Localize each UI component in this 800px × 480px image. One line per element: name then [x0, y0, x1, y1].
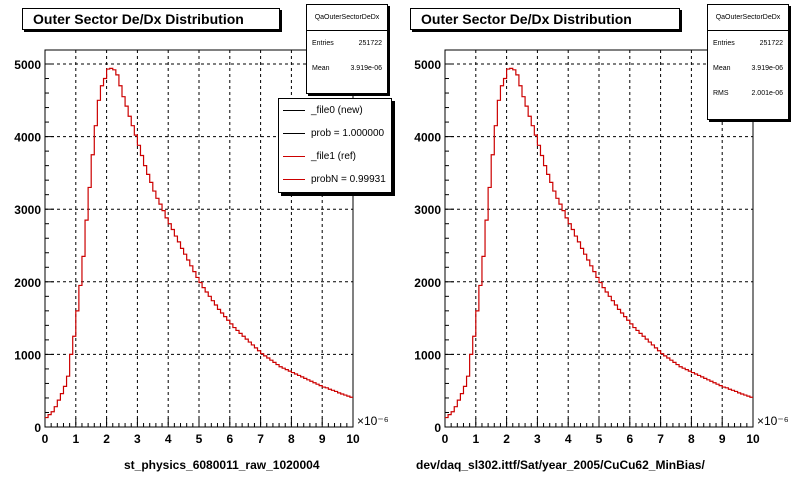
x-tick-label: 1	[72, 432, 79, 446]
legend-entry: prob = 1.000000	[279, 122, 391, 145]
legend-line	[283, 133, 305, 134]
stats-header: QaOuterSectorDeDx	[307, 5, 387, 31]
y-tick-label: 3000	[414, 203, 441, 217]
stats-value: 251722	[358, 40, 382, 47]
stats-row-rms: RMS 2.001e-06	[708, 81, 788, 106]
x-tick-label: 9	[719, 432, 726, 446]
x-tick-label: 2	[503, 432, 510, 446]
x-tick-label: 8	[688, 432, 695, 446]
x-tick-label: 4	[165, 432, 172, 446]
stats-row-entries: Entries 251722	[708, 31, 788, 56]
legend-label: _file1 (ref)	[311, 151, 357, 162]
stats-value: 3.919e-06	[751, 65, 783, 72]
x-tick-label: 8	[288, 432, 295, 446]
stats-row-mean: Mean 3.919e-06	[307, 56, 387, 81]
x-axis-label-left: st_physics_6080011_raw_1020004	[124, 458, 320, 472]
stats-label: RMS	[713, 90, 729, 97]
y-tick-label: 1000	[14, 348, 41, 362]
x-exponent-label: ×10⁻⁶	[757, 414, 789, 428]
y-tick-label: 2000	[14, 276, 41, 290]
legend-line	[283, 156, 305, 157]
x-tick-label: 9	[319, 432, 326, 446]
legend-label: prob = 1.000000	[311, 128, 385, 139]
stats-label: Entries	[713, 40, 735, 47]
stats-box-left: QaOuterSectorDeDx Entries 251722 Mean 3.…	[306, 4, 388, 94]
y-tick-label: 1000	[414, 348, 441, 362]
x-tick-label: 10	[746, 432, 760, 446]
legend-entry: probN = 0.99931	[279, 168, 391, 191]
stats-box-right: QaOuterSectorDeDx Entries 251722 Mean 3.…	[707, 4, 789, 120]
x-tick-label: 6	[226, 432, 233, 446]
x-axis-label-right: dev/daq_sl302.ittf/Sat/year_2005/CuCu62_…	[416, 458, 705, 472]
legend-line	[283, 179, 305, 180]
x-tick-label: 7	[257, 432, 264, 446]
x-tick-label: 5	[596, 432, 603, 446]
stats-label: Entries	[312, 40, 334, 47]
y-tick-label: 2000	[414, 276, 441, 290]
legend-entry: _file1 (ref)	[279, 145, 391, 168]
x-tick-label: 5	[196, 432, 203, 446]
stats-value: 251722	[759, 40, 783, 47]
y-tick-label: 3000	[14, 203, 41, 217]
x-tick-label: 10	[346, 432, 360, 446]
x-exponent-label: ×10⁻⁶	[357, 414, 389, 428]
x-tick-label: 0	[442, 432, 449, 446]
x-tick-label: 7	[657, 432, 664, 446]
stats-label: Mean	[312, 65, 330, 72]
x-tick-label: 2	[103, 432, 110, 446]
stats-header: QaOuterSectorDeDx	[708, 5, 788, 31]
stats-label: Mean	[713, 65, 731, 72]
chart-title-left: Outer Sector De/Dx Distribution	[22, 8, 280, 30]
x-tick-label: 6	[626, 432, 633, 446]
y-tick-label: 5000	[14, 58, 41, 72]
y-tick-label: 4000	[414, 131, 441, 145]
y-tick-label: 4000	[14, 131, 41, 145]
stats-row-entries: Entries 251722	[307, 31, 387, 56]
legend-label: _file0 (new)	[311, 105, 363, 116]
x-tick-label: 3	[134, 432, 141, 446]
histogram-series	[445, 67, 753, 419]
x-tick-label: 0	[42, 432, 49, 446]
legend-box: _file0 (new) prob = 1.000000 _file1 (ref…	[278, 98, 392, 193]
x-tick-label: 1	[472, 432, 479, 446]
x-tick-label: 4	[565, 432, 572, 446]
y-tick-label: 0	[434, 421, 441, 435]
x-tick-label: 3	[534, 432, 541, 446]
stats-value: 2.001e-06	[751, 90, 783, 97]
legend-label: probN = 0.99931	[311, 174, 386, 185]
y-tick-label: 0	[34, 421, 41, 435]
stats-value: 3.919e-06	[350, 65, 382, 72]
stats-row-mean: Mean 3.919e-06	[708, 56, 788, 81]
histogram-series	[45, 67, 353, 419]
legend-entry: _file0 (new)	[279, 99, 391, 122]
chart-title-right: Outer Sector De/Dx Distribution	[410, 8, 680, 30]
legend-line	[283, 110, 305, 111]
y-tick-label: 5000	[414, 58, 441, 72]
